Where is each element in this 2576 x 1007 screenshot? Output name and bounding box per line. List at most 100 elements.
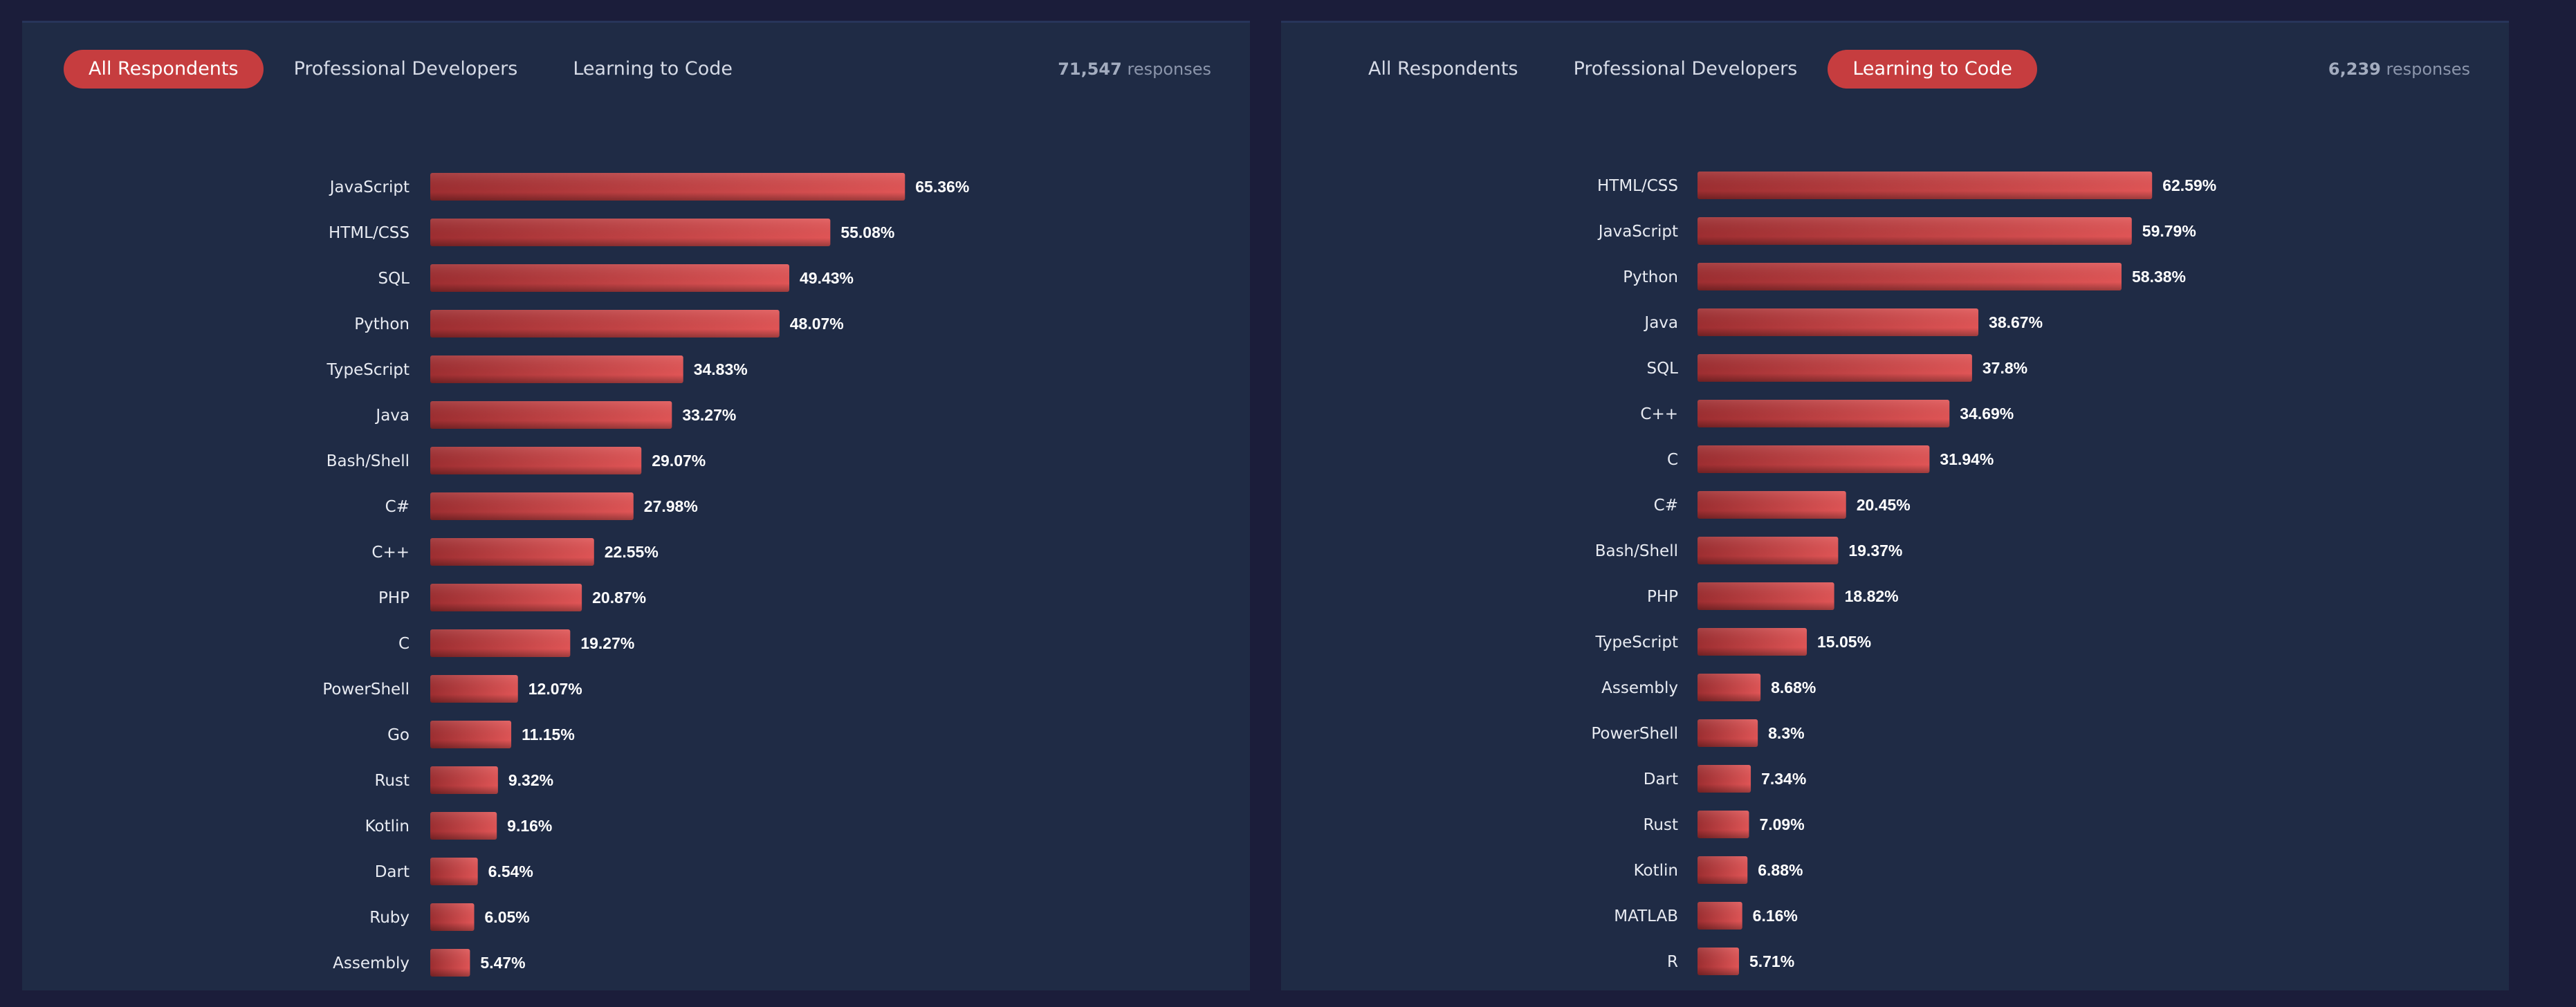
value-label: 6.88% bbox=[1758, 861, 1803, 879]
bar-shade bbox=[1698, 856, 1748, 884]
bar[interactable] bbox=[430, 766, 498, 794]
bar-shade bbox=[430, 903, 475, 931]
bar-shade bbox=[1698, 217, 2132, 245]
value-label: 8.3% bbox=[1768, 724, 1804, 742]
bar[interactable] bbox=[1698, 445, 1930, 473]
bar[interactable] bbox=[430, 949, 470, 977]
bar[interactable] bbox=[1698, 948, 1739, 975]
bar[interactable] bbox=[1698, 856, 1748, 884]
response-count-suffix: responses bbox=[2386, 59, 2470, 79]
value-label: 9.16% bbox=[507, 817, 552, 835]
bar[interactable] bbox=[430, 584, 582, 611]
bar-shade bbox=[1698, 491, 1846, 519]
bar[interactable] bbox=[1698, 308, 1979, 336]
bar[interactable] bbox=[1698, 628, 1807, 656]
bar[interactable] bbox=[430, 401, 672, 429]
category-label: Bash/Shell bbox=[1595, 542, 1678, 560]
category-label: SQL bbox=[378, 270, 410, 288]
bar[interactable] bbox=[430, 903, 475, 931]
bar[interactable] bbox=[1698, 400, 1950, 427]
value-label: 33.27% bbox=[682, 406, 736, 424]
bar[interactable] bbox=[430, 264, 790, 292]
response-count-number: 71,547 bbox=[1058, 59, 1122, 79]
bar-shade bbox=[430, 310, 780, 338]
bar[interactable] bbox=[1698, 674, 1761, 701]
bar-shade bbox=[1698, 719, 1758, 747]
value-label: 6.05% bbox=[485, 908, 530, 926]
bar[interactable] bbox=[430, 355, 683, 383]
category-label: Java bbox=[1643, 314, 1678, 332]
tab-professional-developers[interactable]: Professional Developers bbox=[293, 58, 518, 80]
bar[interactable] bbox=[1698, 537, 1839, 564]
category-label: C++ bbox=[371, 544, 410, 562]
bar-shade bbox=[430, 173, 905, 201]
category-label: Python bbox=[1623, 268, 1678, 286]
tab-learning-to-code[interactable]: Learning to Code bbox=[1828, 50, 2037, 89]
value-label: 15.05% bbox=[1817, 633, 1871, 651]
category-label: Java bbox=[374, 407, 410, 425]
bar-shade bbox=[430, 812, 497, 840]
bar-shade bbox=[1698, 674, 1761, 701]
tab-all-respondents[interactable]: All Respondents bbox=[64, 50, 264, 89]
bar-shade bbox=[1698, 172, 2153, 199]
value-label: 31.94% bbox=[1940, 450, 1994, 468]
category-label: C bbox=[398, 635, 410, 653]
value-label: 6.54% bbox=[488, 862, 533, 880]
category-label: Dart bbox=[375, 863, 410, 881]
bar[interactable] bbox=[1698, 491, 1846, 519]
bar[interactable] bbox=[1698, 811, 1749, 838]
bar[interactable] bbox=[430, 492, 634, 520]
tab-all-respondents[interactable]: All Respondents bbox=[1368, 58, 1518, 80]
bar[interactable] bbox=[430, 219, 831, 246]
bar[interactable] bbox=[1698, 354, 1972, 382]
bar-shade bbox=[1698, 628, 1807, 656]
bar-shade bbox=[430, 447, 642, 474]
bar-shade bbox=[430, 219, 831, 246]
category-label: Assembly bbox=[1601, 679, 1678, 697]
category-label: MATLAB bbox=[1614, 907, 1678, 925]
category-label: Assembly bbox=[333, 954, 410, 972]
bar[interactable] bbox=[430, 721, 512, 748]
respondent-tabs: All Respondents Professional Developers … bbox=[1343, 50, 2043, 89]
bar[interactable] bbox=[430, 310, 780, 338]
panel-top-border bbox=[1281, 21, 2509, 23]
bar[interactable] bbox=[430, 675, 518, 703]
value-label: 48.07% bbox=[790, 315, 844, 333]
bar[interactable] bbox=[1698, 902, 1742, 930]
bar-shade bbox=[430, 492, 634, 520]
value-label: 34.69% bbox=[1960, 405, 2014, 423]
bar-shade bbox=[1698, 400, 1950, 427]
bar-chart-all-respondents: JavaScript 65.36% HTML/CSS 55.08% SQL 49.43% P… bbox=[322, 173, 969, 977]
value-label: 5.71% bbox=[1749, 952, 1794, 970]
category-label: Go bbox=[387, 726, 410, 744]
bar[interactable] bbox=[1698, 217, 2132, 245]
bar-shade bbox=[430, 721, 512, 748]
bar[interactable] bbox=[430, 629, 571, 657]
bar[interactable] bbox=[430, 812, 497, 840]
bar[interactable] bbox=[430, 858, 478, 885]
tab-professional-developers[interactable]: Professional Developers bbox=[1573, 58, 1798, 80]
response-count: 6,239 responses bbox=[2328, 59, 2470, 79]
bar[interactable] bbox=[430, 173, 905, 201]
bar[interactable] bbox=[1698, 172, 2153, 199]
bar[interactable] bbox=[1698, 582, 1834, 610]
bar[interactable] bbox=[1698, 719, 1758, 747]
category-label: SQL bbox=[1646, 360, 1678, 378]
bar[interactable] bbox=[430, 538, 594, 566]
bar-shade bbox=[1698, 811, 1749, 838]
bar[interactable] bbox=[1698, 263, 2122, 290]
value-label: 7.09% bbox=[1759, 815, 1804, 833]
bar[interactable] bbox=[430, 447, 642, 474]
category-label: Bash/Shell bbox=[326, 452, 410, 470]
bar-shade bbox=[430, 264, 790, 292]
value-label: 9.32% bbox=[508, 771, 553, 789]
value-label: 6.16% bbox=[1753, 907, 1798, 925]
value-label: 12.07% bbox=[528, 680, 582, 698]
tab-learning-to-code[interactable]: Learning to Code bbox=[573, 58, 733, 80]
category-label: PowerShell bbox=[1591, 725, 1678, 743]
bar-shade bbox=[430, 355, 683, 383]
category-label: TypeScript bbox=[1594, 634, 1678, 652]
category-label: TypeScript bbox=[326, 361, 410, 379]
bar[interactable] bbox=[1698, 765, 1751, 793]
chart-panel-learning-to-code: All Respondents Professional Developers … bbox=[1281, 21, 2509, 990]
